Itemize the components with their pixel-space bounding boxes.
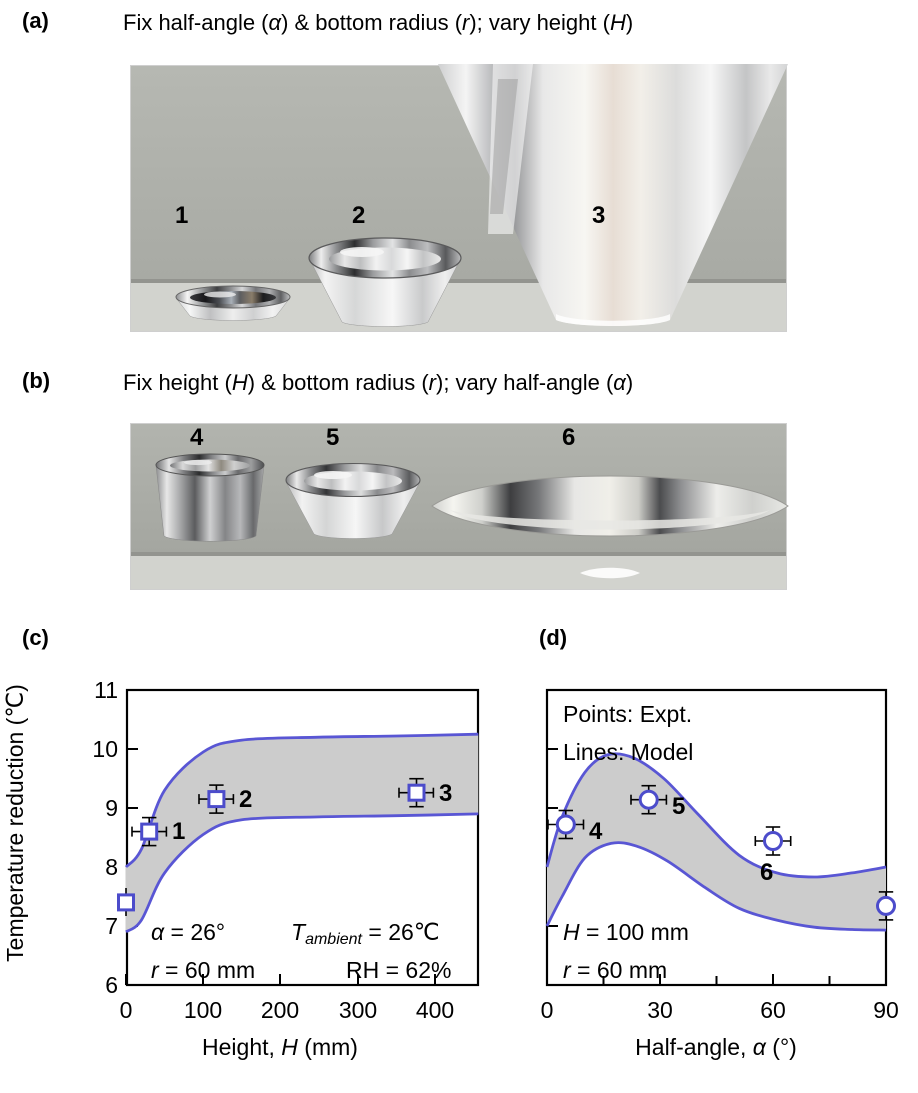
- svg-text:100: 100: [184, 997, 222, 1023]
- svg-text:9: 9: [105, 795, 118, 821]
- svg-text:300: 300: [339, 997, 377, 1023]
- svg-text:10: 10: [92, 736, 118, 762]
- svg-text:400: 400: [416, 997, 454, 1023]
- svg-text:Half-angle, α (°): Half-angle, α (°): [635, 1034, 797, 1060]
- svg-text:2: 2: [239, 786, 252, 813]
- svg-text:90: 90: [873, 997, 899, 1023]
- svg-text:7: 7: [105, 913, 118, 939]
- svg-text:30: 30: [647, 997, 673, 1023]
- svg-text:Temperature reduction (℃): Temperature reduction (℃): [2, 684, 28, 962]
- svg-text:α = 26°: α = 26°: [151, 919, 225, 945]
- svg-text:RH = 62%: RH = 62%: [346, 957, 451, 983]
- svg-text:200: 200: [261, 997, 299, 1023]
- svg-text:8: 8: [105, 854, 118, 880]
- svg-text:4: 4: [589, 818, 603, 845]
- svg-text:Tambient = 26℃: Tambient = 26℃: [291, 919, 440, 948]
- svg-text:H = 100 mm: H = 100 mm: [563, 919, 689, 945]
- svg-text:6: 6: [105, 972, 118, 998]
- svg-text:0: 0: [541, 997, 554, 1023]
- svg-text:11: 11: [94, 677, 118, 703]
- svg-text:Height, H (mm): Height, H (mm): [202, 1034, 358, 1060]
- svg-text:1: 1: [172, 818, 185, 845]
- svg-text:3: 3: [439, 780, 452, 807]
- svg-text:Points: Expt.: Points: Expt.: [563, 701, 692, 727]
- svg-text:Lines: Model: Lines: Model: [563, 739, 693, 765]
- svg-text:5: 5: [672, 793, 685, 820]
- svg-text:0: 0: [120, 997, 133, 1023]
- svg-text:6: 6: [760, 859, 773, 886]
- svg-text:60: 60: [760, 997, 786, 1023]
- svg-text:r = 60 mm: r = 60 mm: [563, 957, 667, 983]
- svg-text:r = 60 mm: r = 60 mm: [151, 957, 255, 983]
